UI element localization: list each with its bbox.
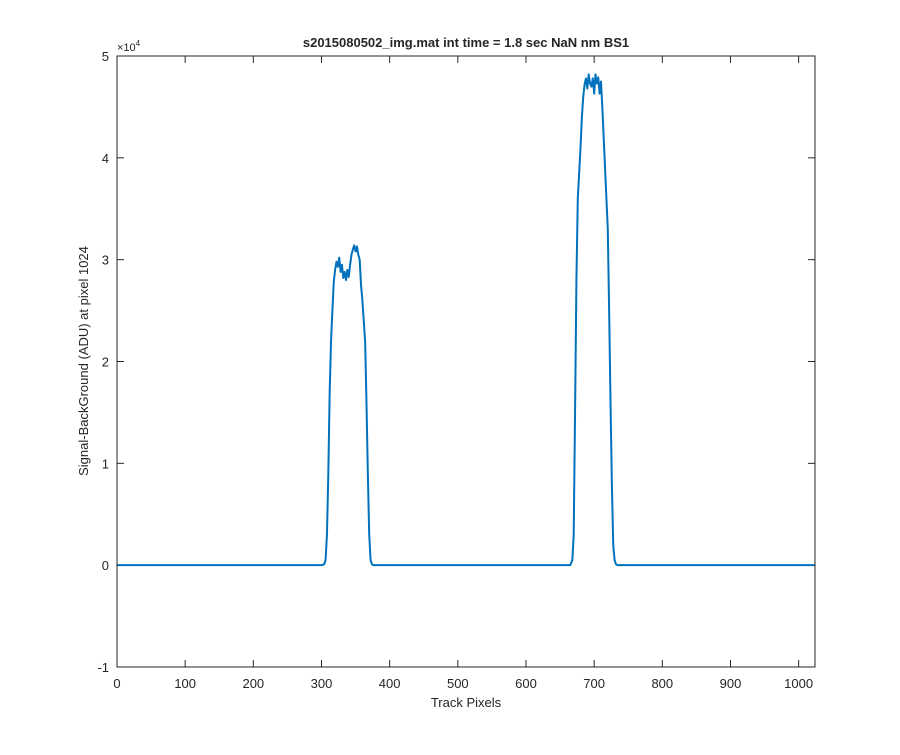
series-layer [117,73,815,567]
x-tick-label: 100 [174,676,196,691]
x-axis: 0 100 200 300 400 500 600 700 800 900 1000 [113,56,813,691]
y-tick-label: 2 [102,355,109,370]
y-exponent-base: ×10 [117,42,136,54]
y-axis-label: Signal-BackGround (ADU) at pixel 1024 [76,246,91,476]
x-tick-label: 500 [447,676,469,691]
chart-title: s2015080502_img.mat int time = 1.8 sec N… [303,35,629,50]
plot-area [117,56,815,667]
x-tick-label: 800 [651,676,673,691]
x-tick-label: 600 [515,676,537,691]
y-tick-label: 1 [102,456,109,471]
axes-box [116,55,816,668]
y-tick-label: -1 [97,660,109,675]
y-tick-label: 4 [102,151,109,166]
x-tick-label: 400 [379,676,401,691]
y-tick-label: 0 [102,558,109,573]
x-tick-label: 900 [720,676,742,691]
x-tick-label: 1000 [784,676,813,691]
x-tick-label: 700 [583,676,605,691]
x-tick-label: 0 [113,676,120,691]
x-tick-label: 300 [311,676,333,691]
y-exponent-power: 4 [136,39,141,48]
x-axis-label: Track Pixels [431,695,502,710]
y-tick-label: 5 [102,49,109,64]
y-exponent-label: ×104 [117,39,141,54]
x-tick-label: 200 [242,676,264,691]
series-line [117,73,815,567]
y-tick-label: 3 [102,253,109,268]
